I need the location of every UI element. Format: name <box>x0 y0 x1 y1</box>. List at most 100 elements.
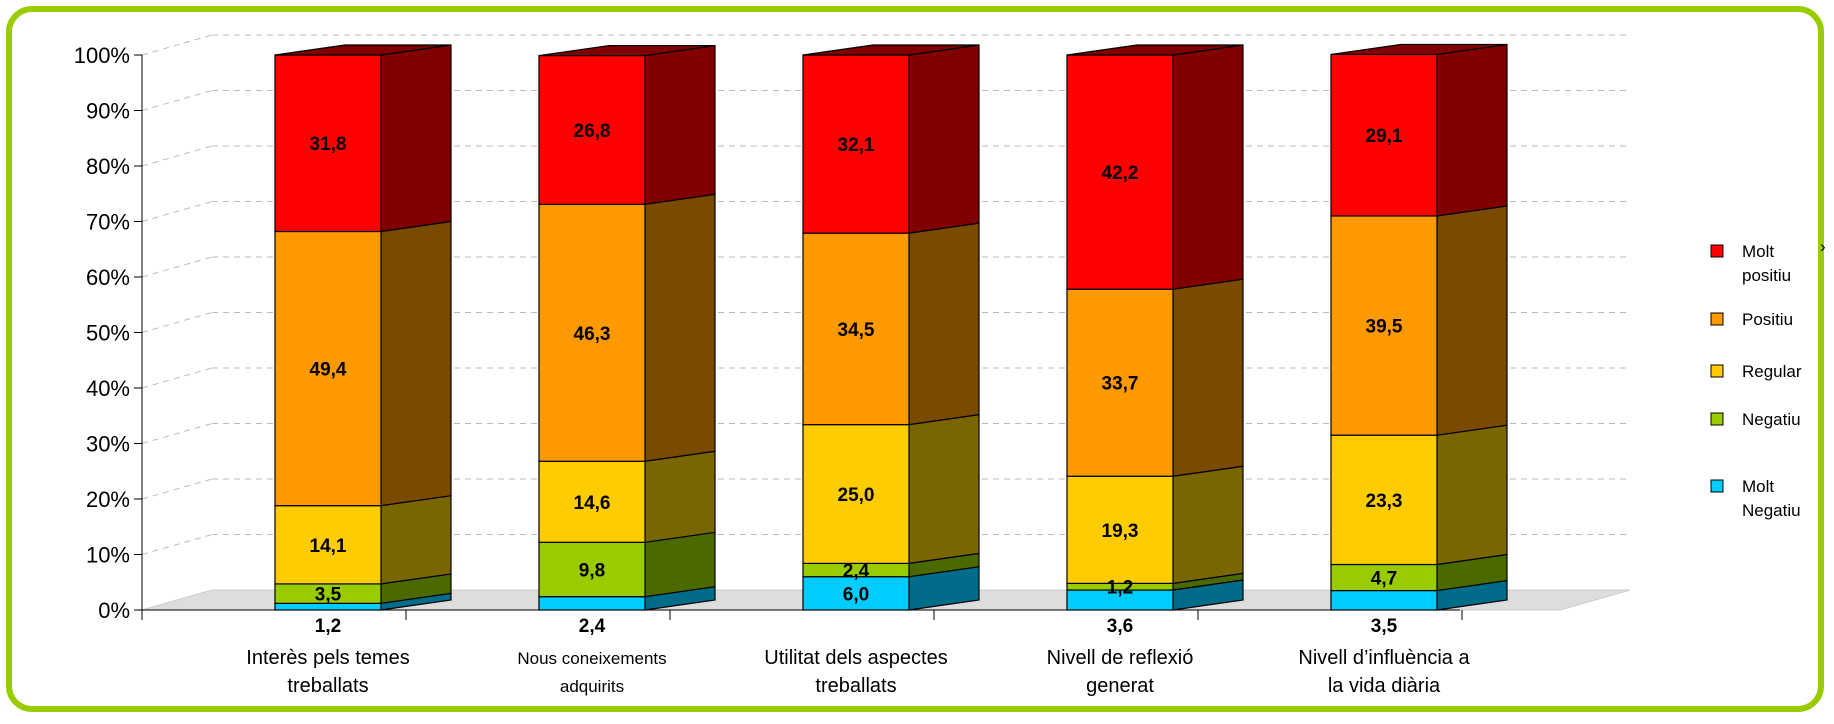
bar-segment-side <box>908 222 980 426</box>
bar-segment <box>1330 563 1438 592</box>
x-category-label: generat <box>1086 675 1154 697</box>
bar-segment-side <box>1172 278 1244 477</box>
y-tick-label: 20% <box>86 487 130 512</box>
bar-top <box>274 44 452 56</box>
x-category-label: Nivell d’influència a <box>1298 647 1470 669</box>
y-tick-label: 50% <box>86 321 130 346</box>
data-label: 14,6 <box>574 493 611 514</box>
bar-segment <box>538 460 646 543</box>
bar-top <box>538 44 716 57</box>
bar-segment-side <box>644 193 716 462</box>
data-label: 4,7 <box>1371 569 1397 590</box>
legend-label: Negatiu <box>1742 501 1801 520</box>
y-tick-label: 60% <box>86 265 130 290</box>
x-category-label: Nivell de reflexió <box>1047 647 1194 669</box>
bar-segment-side <box>644 450 716 543</box>
x-category-label: Utilitat dels aspectes <box>764 647 947 669</box>
gridline-diagonal <box>141 145 213 167</box>
data-label: 3,5 <box>315 585 342 606</box>
bar-top <box>1066 44 1244 56</box>
x-category-label: treballats <box>815 675 896 697</box>
bar-segment <box>1330 589 1438 611</box>
bar-segment-side <box>1436 424 1508 566</box>
data-label: 19,3 <box>1102 521 1139 542</box>
bar-segment-side <box>1172 465 1244 585</box>
bar-segment <box>802 54 910 234</box>
data-label: 2,4 <box>843 561 870 582</box>
bar-segment <box>274 54 382 233</box>
data-label: 3,5 <box>1371 616 1398 637</box>
data-label: 32,1 <box>838 135 875 156</box>
bar-segment-side <box>380 494 452 585</box>
bar-segment-side <box>908 413 980 565</box>
data-label: 49,4 <box>310 360 347 381</box>
bar-segment <box>538 596 646 611</box>
bar-segment <box>274 505 382 585</box>
data-label: 1,2 <box>1107 578 1133 599</box>
data-label: 26,8 <box>574 121 611 142</box>
legend: Molt positiu Positiu Regular Negatiu Molt Nega… <box>1710 242 1802 520</box>
x-category-label: Interès pels temes <box>246 647 409 669</box>
x-category-label: adquirits <box>560 677 624 696</box>
data-label: 23,3 <box>1366 491 1403 512</box>
bar-top <box>802 44 980 56</box>
gridline-diagonal <box>141 34 213 56</box>
bar-segment <box>802 576 910 611</box>
bar-segment-side <box>1436 43 1508 217</box>
gridline-diagonal <box>141 478 213 500</box>
bar-segment <box>538 203 646 462</box>
y-tick-label: 40% <box>86 376 130 401</box>
legend-swatch <box>1710 244 1724 258</box>
data-label: 2,4 <box>579 616 606 637</box>
data-label: 29,1 <box>1366 126 1403 147</box>
data-label: 42,2 <box>1102 163 1139 184</box>
bar-segment <box>802 424 910 564</box>
legend-label: Negatiu <box>1742 410 1801 429</box>
legend-swatch <box>1710 364 1724 378</box>
bar-top <box>1330 43 1508 56</box>
legend-label: Positiu <box>1742 310 1793 329</box>
data-label: 33,7 <box>1102 374 1139 395</box>
legend-swatch <box>1710 412 1724 426</box>
legend-label: positiu <box>1742 266 1791 285</box>
y-axis: 0% 10% 20% 30% 40% 50% 60% 70% 80% 90% 100% <box>74 43 143 623</box>
bar-segment <box>802 232 910 426</box>
legend-swatch <box>1710 312 1724 326</box>
x-axis: Interès pels temes treballats Nous coneixe… <box>141 609 1470 697</box>
data-label: 3,6 <box>1107 616 1133 637</box>
data-label: 6,0 <box>843 584 869 605</box>
x-category-label: la vida diària <box>1328 675 1441 697</box>
bar-segment <box>274 230 382 507</box>
bar-segment-side <box>1436 205 1508 436</box>
legend-label: Molt <box>1742 477 1774 496</box>
y-tick-label: 70% <box>86 210 130 235</box>
legend-swatch <box>1710 479 1724 493</box>
gridline-diagonal <box>141 201 213 222</box>
gridline-diagonal <box>141 90 213 111</box>
data-label: 39,5 <box>1366 317 1403 338</box>
y-tick-label: 10% <box>86 543 130 568</box>
stray-mark: › <box>1820 237 1826 256</box>
bar-segment <box>1066 475 1174 584</box>
bar-segment-side <box>380 220 452 507</box>
legend-label: Molt <box>1742 242 1774 261</box>
gridline-diagonal <box>141 312 213 333</box>
gridline-diagonal <box>141 256 213 278</box>
data-label: 25,0 <box>838 485 875 506</box>
bar-segment <box>1330 434 1438 566</box>
bar-segment <box>1330 215 1438 436</box>
y-tick-label: 30% <box>86 432 130 457</box>
bar-segment-side <box>1172 44 1244 290</box>
data-label: 14,1 <box>310 536 347 557</box>
gridline-diagonal <box>141 367 213 389</box>
bar-segment <box>538 54 646 205</box>
data-label: 34,5 <box>838 320 875 341</box>
bar-segment <box>1066 54 1174 290</box>
bar-segment-side <box>380 44 452 233</box>
y-tick-label: 0% <box>98 598 130 623</box>
data-label: 31,8 <box>310 134 347 155</box>
x-category-label: treballats <box>287 675 368 697</box>
gridline-diagonal <box>141 423 213 444</box>
bars <box>274 43 1508 611</box>
